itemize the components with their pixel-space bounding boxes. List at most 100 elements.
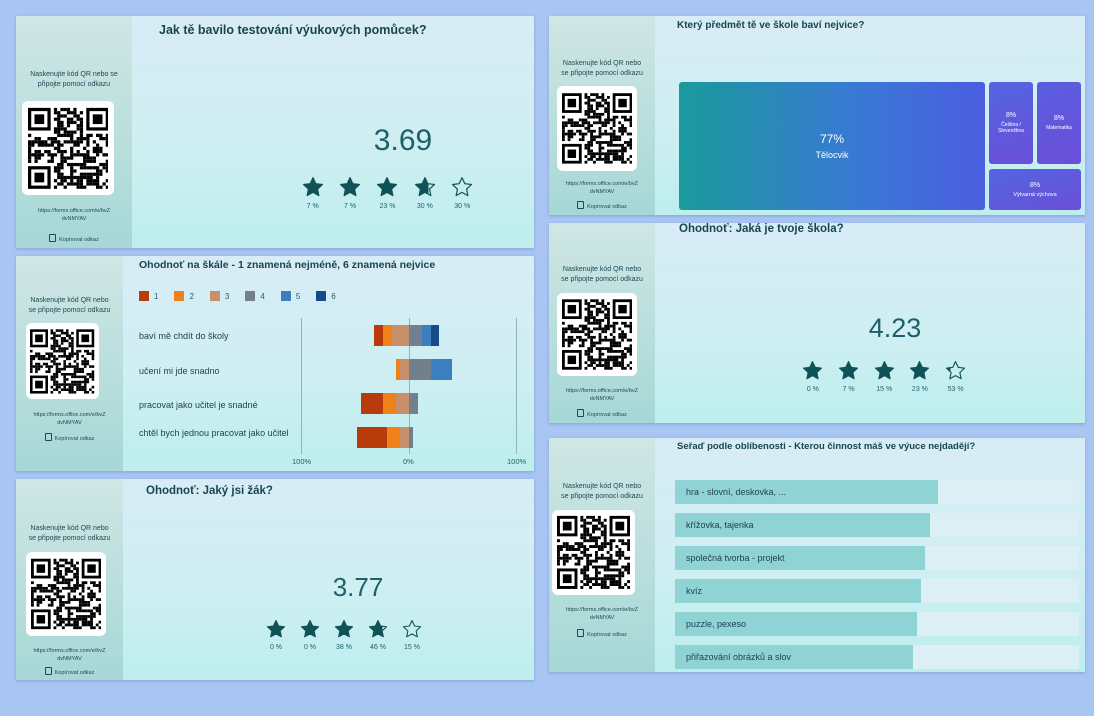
copy-icon (577, 201, 585, 209)
copy-icon (44, 667, 52, 675)
scan-instruction: Naskenujte kód QR nebo se připojte pomoc… (28, 525, 111, 542)
form-url[interactable]: https://forms.office.com/e/bvZ dvNMYAV (565, 607, 639, 621)
ranking-fill (675, 579, 922, 603)
star-icon (452, 177, 473, 197)
qr-code[interactable] (557, 293, 637, 376)
qr-code[interactable] (26, 552, 106, 636)
copy-icon (577, 629, 585, 637)
likert-segment-2 (396, 359, 401, 380)
likert-segment-3 (400, 427, 409, 448)
likert-segment-4 (409, 393, 418, 414)
treemap-tile-telocvik[interactable]: 77% Tělocvik (679, 82, 985, 210)
scan-instruction: Naskenujte kód QR nebo se připojte pomoc… (28, 297, 111, 314)
star-3: 23 % (369, 176, 406, 210)
star-icon (946, 361, 966, 380)
panel-activity-ranking: Naskenujte kód QR nebo se připojte pomoc… (549, 438, 1085, 672)
qr-code[interactable] (557, 86, 637, 171)
average-rating: 4.23 (868, 313, 922, 343)
scan-instruction: Naskenujte kód QR nebo se připojte pomoc… (561, 60, 643, 77)
star-icon (874, 361, 894, 380)
star-4: 30 % (406, 176, 443, 210)
copy-link-button[interactable]: Kopírovat odkaz (549, 409, 655, 418)
tile-label: Tělocvik (815, 150, 849, 160)
star-5: 30 % (444, 176, 481, 210)
axis-left-line (301, 318, 302, 454)
qr-code[interactable] (552, 510, 635, 595)
form-url[interactable]: https://forms.office.com/e/bvZ dvNMYAV (565, 388, 639, 402)
copy-link-button[interactable]: Kopírovat odkaz (549, 201, 655, 210)
star-5: 15 % (395, 619, 429, 651)
star-1: 0 % (795, 360, 831, 393)
star-percentage: 23 % (379, 203, 396, 210)
form-url[interactable]: https://forms.office.com/e/bvZ dvNMYAV (33, 412, 106, 426)
star-percentage: 23 % (911, 386, 928, 393)
qr-sidebar: Naskenujte kód QR nebo se připojte pomoc… (549, 16, 655, 215)
likert-segment-4 (409, 325, 422, 346)
treemap-tile-vytvarna[interactable]: 8% Výtvarná výchova (989, 169, 1081, 210)
star-percentage: 38 % (336, 644, 352, 651)
form-url[interactable]: https://forms.office.com/e/bvZ dvNMYAV (565, 181, 639, 195)
qr-sidebar: Naskenujte kód QR nebo se připojte pomoc… (16, 256, 123, 471)
star-icon (302, 177, 323, 197)
star-icon (266, 619, 286, 638)
qr-code[interactable] (26, 323, 99, 399)
treemap-tile-matematika[interactable]: 8% Matematika (1037, 82, 1081, 164)
tile-label: Výtvarná výchova (1013, 191, 1057, 198)
question-label: baví mě chdít do školy (139, 331, 229, 341)
question-title: Ohodnoť: Jaká je tvoje škola? (679, 223, 844, 235)
likert-segment-2 (383, 393, 397, 414)
question-title: Ohodnoť: Jaký jsi žák? (146, 485, 273, 497)
star-percentage: 0 % (303, 644, 317, 651)
copy-link-button[interactable]: Kopírovat odkaz (16, 433, 123, 442)
star-rating: 7 % 7 % 23 % 30 % 30 % (294, 176, 481, 210)
star-percentage: 0 % (806, 386, 819, 393)
star-percentage: 7 % (344, 203, 357, 210)
ranking-fill (675, 546, 926, 570)
star-icon (334, 619, 354, 638)
legend-item-6: 6 (316, 291, 336, 301)
ranking-item[interactable]: křížovka, tajenka (675, 513, 1079, 537)
qr-sidebar: Naskenujte kód QR nebo se připojte pomoc… (549, 438, 655, 672)
tile-label: Čeština / Slovenština (998, 122, 1024, 134)
chart-legend: 1 2 3 4 5 6 (139, 291, 352, 301)
star-3: 38 % (327, 619, 361, 651)
scan-instruction: Naskenujte kód QR nebo se připojte pomoc… (561, 483, 643, 500)
ranking-item[interactable]: přiřazování obrázků a slov (675, 645, 1079, 669)
copy-link-button[interactable]: Kopírovat odkaz (16, 667, 123, 676)
qr-code[interactable] (22, 101, 114, 195)
ranking-label: puzzle, pexeso (686, 619, 747, 629)
star-percentage: 7 % (306, 203, 319, 210)
panel-favorite-subject: Naskenujte kód QR nebo se připojte pomoc… (549, 16, 1085, 215)
ranking-item[interactable]: puzzle, pexeso (675, 612, 1079, 636)
scan-instruction: Naskenujte kód QR nebo se připojte pomoc… (561, 266, 643, 283)
star-icon (368, 619, 388, 638)
copy-link-button[interactable]: Kopírovat odkaz (549, 629, 655, 638)
axis-center-line (409, 318, 410, 454)
star-rating: 0 % 7 % 15 % 23 % 53 % (795, 360, 973, 393)
star-percentage: 15 % (404, 644, 420, 651)
copy-icon (49, 234, 57, 242)
panel-rating-school: Naskenujte kód QR nebo se připojte pomoc… (549, 223, 1085, 423)
ranking-item[interactable]: kvíz (675, 579, 1079, 603)
likert-segment-1 (357, 427, 388, 448)
star-percentage: 7 % (842, 386, 855, 393)
treemap-tile-cestina[interactable]: 8% Čeština / Slovenština (989, 82, 1033, 164)
ranking-item[interactable]: společná tvorba - projekt (675, 546, 1079, 570)
copy-link-button[interactable]: Kopírovat odkaz (16, 234, 132, 243)
star-percentage: 46 % (370, 644, 386, 651)
likert-segment-4 (409, 359, 431, 380)
tile-percent: 8% (1005, 112, 1017, 119)
likert-segment-1 (374, 325, 384, 346)
star-1: 7 % (294, 176, 331, 210)
likert-segment-6 (430, 325, 440, 346)
ranking-fill (675, 612, 918, 636)
form-url[interactable]: https://forms.office.com/e/bvZ dvNMYAV (33, 648, 106, 662)
ranking-item[interactable]: hra - slovní, deskovka, ... (675, 480, 1079, 504)
axis-label-center: 0% (403, 457, 414, 466)
question-title: Jak tě bavilo testování výukových pomůce… (159, 23, 427, 37)
likert-segment-3 (400, 359, 409, 380)
form-url[interactable]: https://forms.office.com/e/bvZ dvNMYAV (37, 208, 111, 222)
ranking-label: společná tvorba - projekt (686, 553, 785, 563)
question-title: Ohodnoť na škále - 1 znamená nejméně, 6 … (139, 259, 436, 271)
star-icon (300, 619, 320, 638)
